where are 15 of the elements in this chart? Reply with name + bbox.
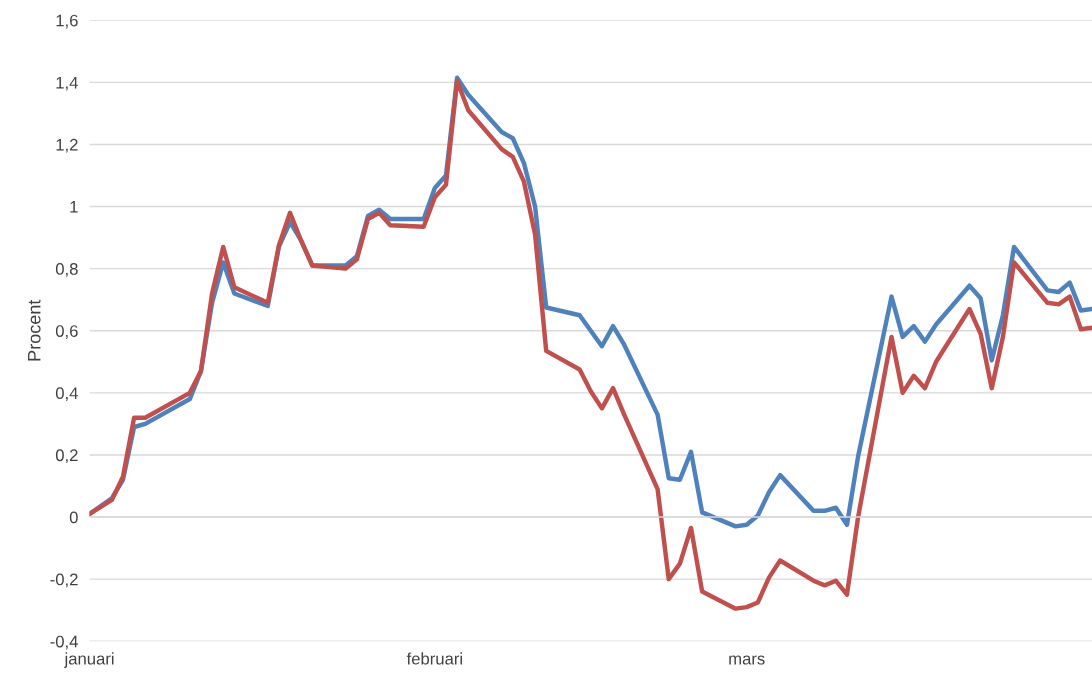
y-tick-label: 1 bbox=[70, 201, 78, 213]
y-tick-label: 0 bbox=[69, 511, 78, 524]
y-tick-label: 0,8 bbox=[55, 263, 78, 277]
x-tick-label: mars bbox=[729, 655, 765, 665]
y-tick-label: 0,2 bbox=[55, 449, 78, 464]
y-tick-label: 1,6 bbox=[56, 14, 78, 29]
y-tick-label: -0,2 bbox=[50, 573, 78, 588]
y-axis-title: Procent bbox=[27, 299, 41, 361]
y-tick-label: 0,4 bbox=[55, 387, 78, 402]
y-tick-label: 0,6 bbox=[55, 325, 78, 339]
x-tick-label: januari bbox=[64, 652, 114, 668]
y-tick-label: 1,4 bbox=[56, 76, 78, 91]
y-tick-label: 1,2 bbox=[56, 138, 78, 153]
x-tick-label: februari bbox=[406, 652, 462, 665]
y-tick-label: -0,4 bbox=[50, 635, 78, 650]
